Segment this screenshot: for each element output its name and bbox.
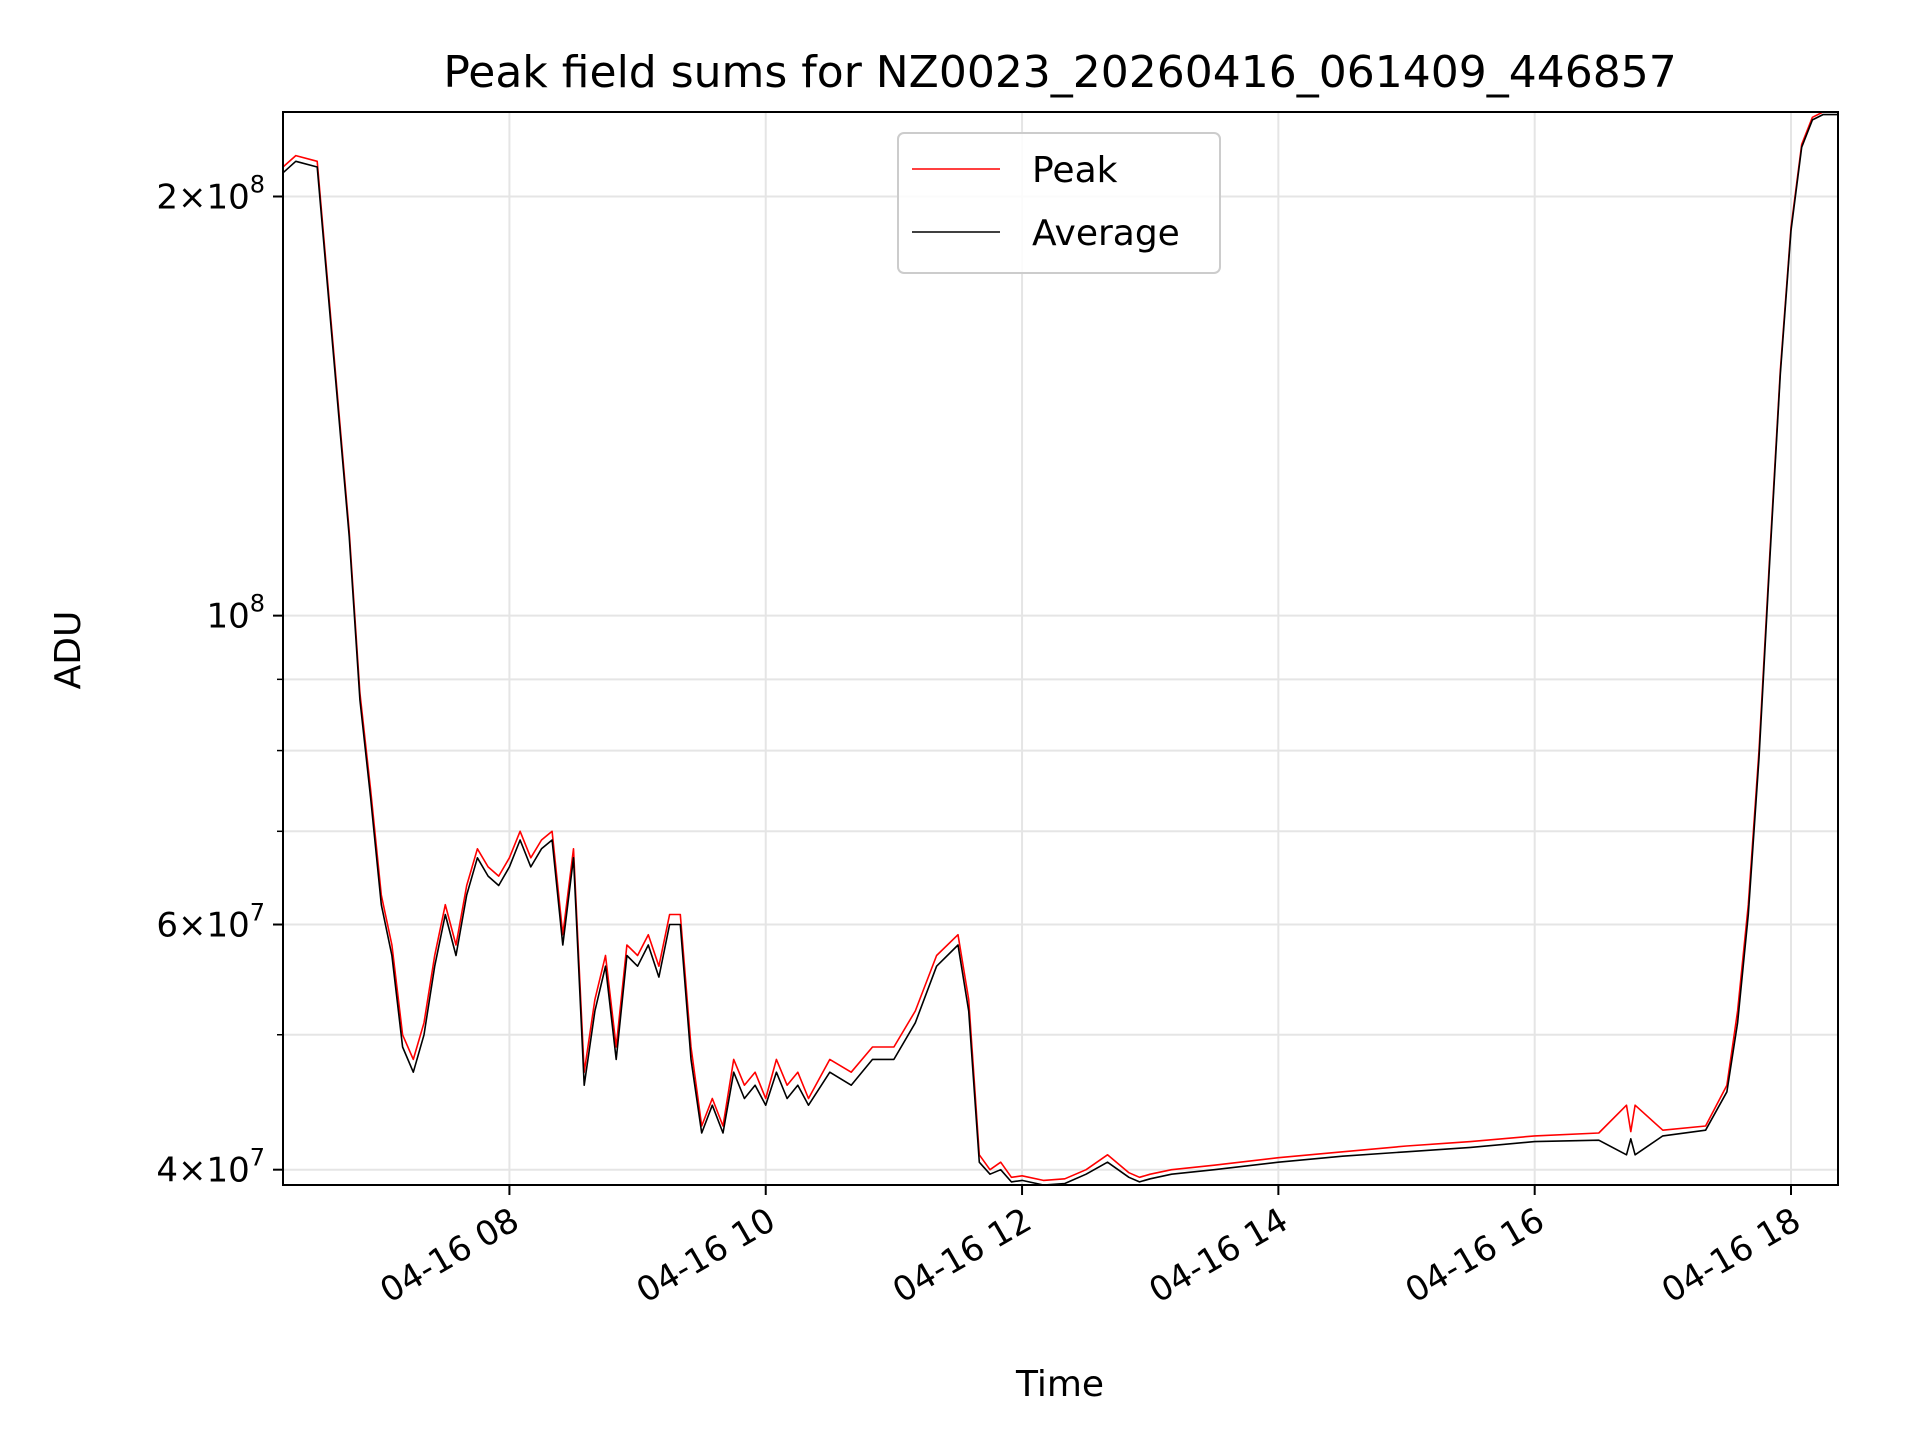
- x-axis-label: Time: [1015, 1364, 1104, 1405]
- plot-frame: [282, 111, 1839, 1186]
- series-line-peak: [282, 111, 1838, 1182]
- legend-box: [897, 132, 1221, 274]
- legend-label-peak: Peak: [1032, 150, 1118, 191]
- chart-title: Peak field sums for NZ0023_20260416_0614…: [443, 47, 1676, 98]
- y-tick-label: 2×108: [156, 171, 265, 218]
- y-axis-ticks: 4×107 6×107 108 2×108: [156, 171, 283, 1191]
- y-tick-label: 6×107: [156, 899, 265, 946]
- legend-label-average: Average: [1032, 213, 1180, 254]
- series-lines: [282, 111, 1838, 1186]
- legend: Peak Average: [897, 132, 1221, 274]
- y-axis-label: ADU: [48, 611, 89, 690]
- series-line-average: [282, 113, 1838, 1186]
- y-tick-label: 4×107: [156, 1144, 265, 1191]
- y-tick-label: 108: [206, 590, 265, 637]
